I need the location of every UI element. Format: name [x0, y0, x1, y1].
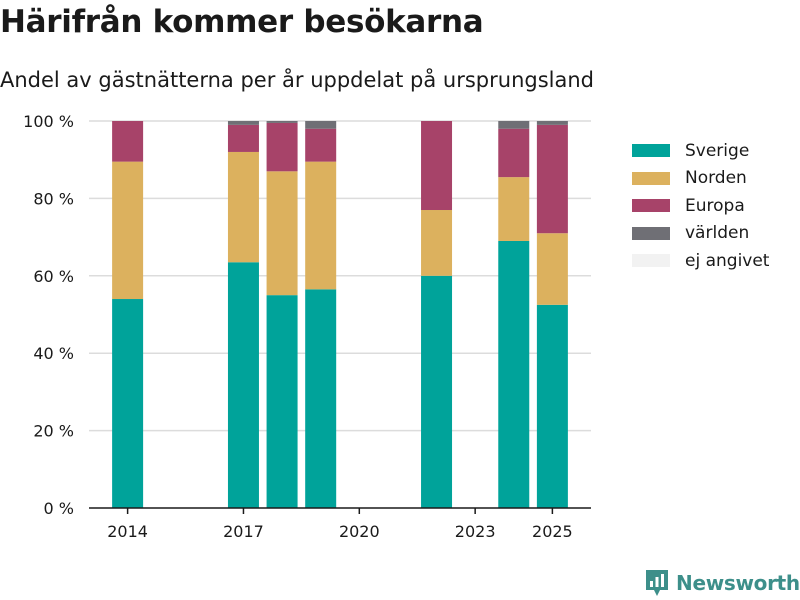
bar-segment: [266, 171, 298, 296]
legend-item: Norden: [632, 165, 769, 193]
y-tick-label: 20 %: [33, 422, 74, 441]
chart-subtitle: Andel av gästnätterna per år uppdelat på…: [0, 68, 594, 92]
newsworthy-logo: Newsworthy: [644, 568, 800, 598]
legend-label: världen: [685, 223, 750, 244]
legend-item: ej angivet: [632, 247, 769, 275]
bar-segment: [498, 121, 530, 129]
bar-segment: [266, 122, 298, 172]
chart-title: Härifrån kommer besökarna: [0, 4, 484, 40]
x-tick-label: 2025: [532, 522, 573, 541]
legend-swatch: [632, 226, 670, 240]
bar-segment: [305, 289, 337, 508]
legend-item: Europa: [632, 192, 769, 220]
bar-segment: [421, 210, 453, 276]
newsworthy-icon: [646, 570, 668, 596]
bar-segment: [266, 121, 298, 123]
brand-label: Newsworthy: [676, 571, 800, 595]
bar-segment: [421, 275, 453, 508]
x-tick-label: 2014: [107, 522, 148, 541]
bar-segment: [112, 161, 144, 300]
bar-segment: [266, 295, 298, 508]
legend-label: Sverige: [685, 140, 750, 161]
legend-swatch: [632, 171, 670, 185]
bar-segment: [227, 151, 259, 263]
bar-segment: [305, 121, 337, 129]
bar-segment: [536, 121, 568, 125]
y-tick-label: 60 %: [33, 267, 74, 286]
bar-segment: [112, 121, 144, 162]
stacked-bar-chart: 0 % 20 % 40 % 60 % 80 % 100 % 2014 2017 2020 2023…: [23, 112, 591, 541]
y-tick-label: 80 %: [33, 189, 74, 208]
x-tick-label: 2017: [223, 522, 264, 541]
y-tick-label: 40 %: [33, 344, 74, 363]
bar-segment: [305, 128, 337, 162]
bar-segment: [305, 161, 337, 290]
bar-segment: [498, 177, 530, 241]
bar-segment: [112, 299, 144, 508]
bar-segment: [536, 304, 568, 508]
bar-segment: [498, 128, 530, 178]
bar-segment: [227, 262, 259, 508]
y-tick-label: 100 %: [23, 112, 74, 131]
legend-swatch: [632, 199, 670, 213]
legend-label: Norden: [685, 168, 747, 189]
bar-segment: [536, 124, 568, 234]
legend-swatch: [632, 254, 670, 268]
bar-segment: [498, 240, 530, 508]
bar-segment: [227, 124, 259, 152]
bar-segment: [421, 121, 453, 211]
x-tick-label: 2023: [455, 522, 496, 541]
bar-segment: [536, 233, 568, 305]
x-tick-label: 2020: [339, 522, 380, 541]
y-tick-label: 0 %: [44, 499, 74, 518]
legend-label: ej angivet: [685, 250, 770, 271]
legend-label: Europa: [685, 195, 745, 216]
legend-swatch: [632, 144, 670, 158]
legend-item: världen: [632, 220, 769, 248]
bar-segment: [227, 121, 259, 125]
legend-item: Sverige: [632, 137, 769, 165]
legend: Sverige Norden Europa världen ej angivet: [632, 137, 769, 275]
